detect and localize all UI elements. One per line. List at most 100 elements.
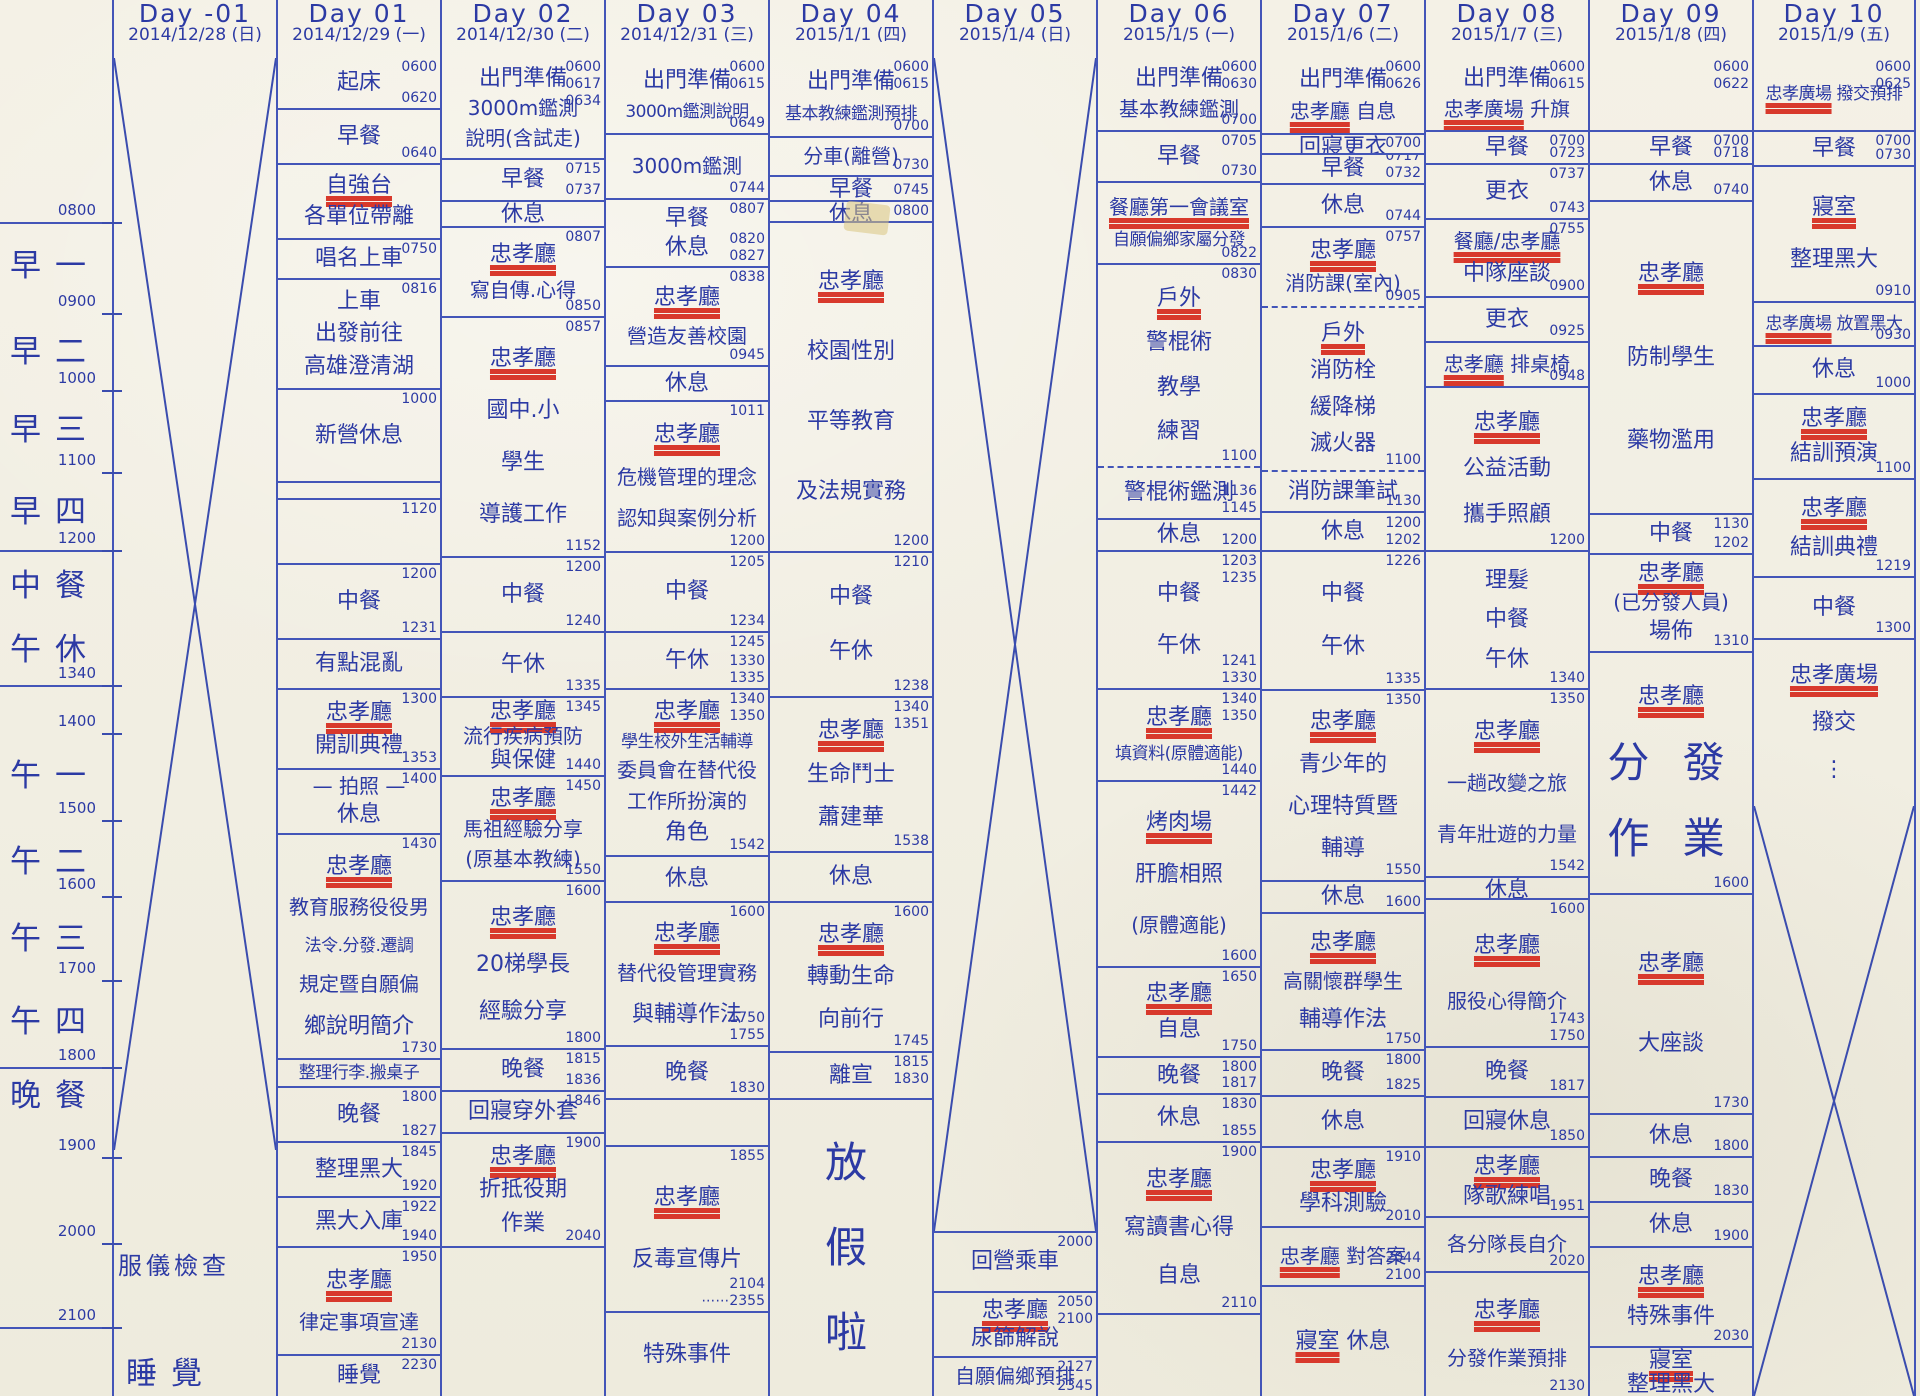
activity-line: 馬祖經驗分享: [463, 818, 583, 841]
activity-text: 經驗分享: [478, 999, 567, 1025]
location-underlined: 寢室: [1295, 1328, 1340, 1354]
time-label: 0757: [1385, 229, 1421, 245]
activity-line: 休息: [1649, 1212, 1693, 1237]
time-label: 0948: [1549, 368, 1585, 385]
activity-text: 警棍術: [1145, 330, 1212, 356]
end-time-labels: 1100: [1875, 460, 1911, 477]
cell-content: 忠孝廣場 放置黑大: [1754, 303, 1914, 345]
schedule-cell: 忠孝廳 營造友善校園 0838 0945: [606, 268, 768, 367]
activity-text: 上車: [336, 288, 381, 314]
activity-text: 早餐: [828, 177, 873, 202]
day-events: 出門準備 基本教練鑑測 0600 0630 0700 早餐 0705 0730 餐廳第一會議室自…: [1098, 58, 1260, 1396]
activity-text: 3000m鑑測: [631, 153, 743, 178]
cell-content: 晚餐: [278, 1088, 440, 1141]
time-label: 1152: [565, 538, 601, 555]
time-axis-tick-label: 1500: [57, 799, 96, 817]
cell-content: 休息: [1590, 165, 1752, 200]
time-label: 1200: [1221, 532, 1257, 549]
activity-line: 中餐: [1321, 582, 1365, 606]
activity-text: 休息: [664, 866, 709, 892]
schedule-cell: 忠孝廳 開訓典禮 1300 1353: [278, 690, 440, 770]
time-label: 1900: [1221, 1144, 1257, 1160]
activity-text: 國中.小: [486, 398, 560, 424]
activity-line: 替代役管理實務: [617, 962, 757, 985]
location-underlined: 忠孝廳: [489, 699, 556, 725]
time-label: 0822: [1221, 245, 1257, 262]
time-axis-tick: [102, 550, 122, 552]
location-underlined: 忠孝廳: [817, 717, 884, 743]
cell-content: 早餐: [1590, 132, 1752, 163]
activity-text: 藥物濫用: [1626, 427, 1715, 453]
schedule-cell: 忠孝廳 學科測驗 1910 2010: [1262, 1148, 1424, 1228]
time-label: 2130: [401, 1336, 437, 1353]
activity-line: 早餐: [1321, 157, 1365, 181]
location-underlined: 忠孝廳: [1289, 99, 1350, 124]
activity-text: 晚餐: [1648, 1166, 1693, 1192]
time-label: 1755: [729, 1027, 765, 1044]
start-time-labels: 1130: [1713, 516, 1749, 533]
start-time-labels: 1200: [401, 566, 437, 583]
time-label: 1300: [401, 691, 437, 707]
cell-content: [278, 483, 440, 498]
time-label: 0945: [729, 347, 765, 364]
time-label: 1340: [1549, 670, 1585, 687]
activity-text: 整理黑大: [314, 1156, 403, 1182]
activity-text: 午休: [1484, 646, 1529, 672]
activity-text: 教學: [1156, 374, 1201, 400]
activity-text: 學生校外生活輔導: [621, 731, 754, 752]
activity-text: 中餐: [1320, 581, 1365, 607]
schedule-cell: 忠孝廣場 撥交預排 0600 0625: [1754, 58, 1914, 132]
cell-content: 整理行李.搬桌子: [278, 1060, 440, 1086]
activity-text: 攜手照顧: [1462, 502, 1551, 528]
activity-line: 忠孝廳: [1474, 411, 1540, 435]
activity-line: 啦: [825, 1310, 877, 1355]
cell-content: 忠孝廳 危機管理的理念 認知與案例分析: [606, 402, 768, 551]
time-label: 2000: [1057, 1234, 1093, 1250]
activity-text: 中餐: [336, 588, 381, 614]
schedule-cell: 中餐 1205 1234: [606, 553, 768, 633]
end-time-labels: 0820 0827: [729, 231, 765, 265]
activity-line: 基本教練鑑測預排: [785, 105, 918, 123]
end-time-labels: 2110: [1221, 1295, 1257, 1312]
activity-line: 3000m鑑測: [631, 153, 743, 178]
location-underlined: 忠孝廳: [653, 284, 720, 310]
cell-content: 早餐: [278, 110, 440, 163]
time-axis-tick-label: 1700: [57, 959, 96, 977]
time-label: 1234: [729, 613, 765, 630]
cell-content: 早餐: [1754, 132, 1914, 165]
cell-content: 休息: [1426, 878, 1588, 898]
end-time-labels: 1920: [401, 1178, 437, 1195]
activity-line: 整理黑大: [314, 1156, 403, 1182]
end-time-labels: 1743 1750: [1549, 1011, 1585, 1045]
activity-text: 離宣: [828, 1062, 873, 1088]
activity-text: 隊歌練唱: [1462, 1184, 1551, 1210]
schedule-cell: 寢室 休息: [1262, 1287, 1424, 1396]
day-header: Day 03 2014/12/31 (三): [606, 0, 768, 58]
time-label: 0737: [1549, 166, 1585, 182]
time-label: 1440: [1221, 762, 1257, 779]
activity-line: 有點混亂: [315, 652, 403, 676]
day-events: 出門準備 忠孝廣場 升旗 0600 0615 早餐 0700 0723 更衣 0737 0743 餐…: [1426, 58, 1588, 1396]
time-label: 1203: [1221, 553, 1257, 569]
schedule-cell: 忠孝廳 替代役管理實務 與輔導作法 1600 1750 1755: [606, 903, 768, 1047]
activity-text: 各分隊長自介: [1447, 1231, 1567, 1256]
activity-line: 假: [825, 1225, 877, 1270]
time-label: 0730: [893, 157, 929, 174]
day-title: Day 10: [1783, 0, 1885, 28]
crossed-out-mark: [114, 58, 276, 1150]
activity-line: 平等教育: [807, 410, 895, 434]
cell-content: 回寢更衣: [1262, 135, 1424, 153]
schedule-cell: 忠孝廳 教育服務役役男 法令.分發.遷調 規定暨自願偏 鄉說明簡介 1430 1730: [278, 835, 440, 1060]
activity-line: 流行疾病預防: [463, 725, 583, 748]
cell-content: 忠孝廳 服役心得簡介: [1426, 900, 1588, 1046]
activity-line: 回寢更衣: [1299, 136, 1387, 153]
schedule-cell: 休息 1830 1855: [1098, 1095, 1260, 1143]
activity-line: 危機管理的理念: [617, 466, 757, 489]
time-label: 1330: [1221, 670, 1257, 687]
end-time-labels: 1900: [1713, 1228, 1749, 1245]
schedule-cell: 出門準備 3000m鑑測 說明(含試走) 0600 0617 0634: [442, 58, 604, 160]
end-time-labels: 0745: [893, 182, 929, 199]
cell-content: 休息: [606, 367, 768, 400]
tape-smudge: [843, 200, 891, 236]
time-label: 1855: [729, 1148, 765, 1164]
